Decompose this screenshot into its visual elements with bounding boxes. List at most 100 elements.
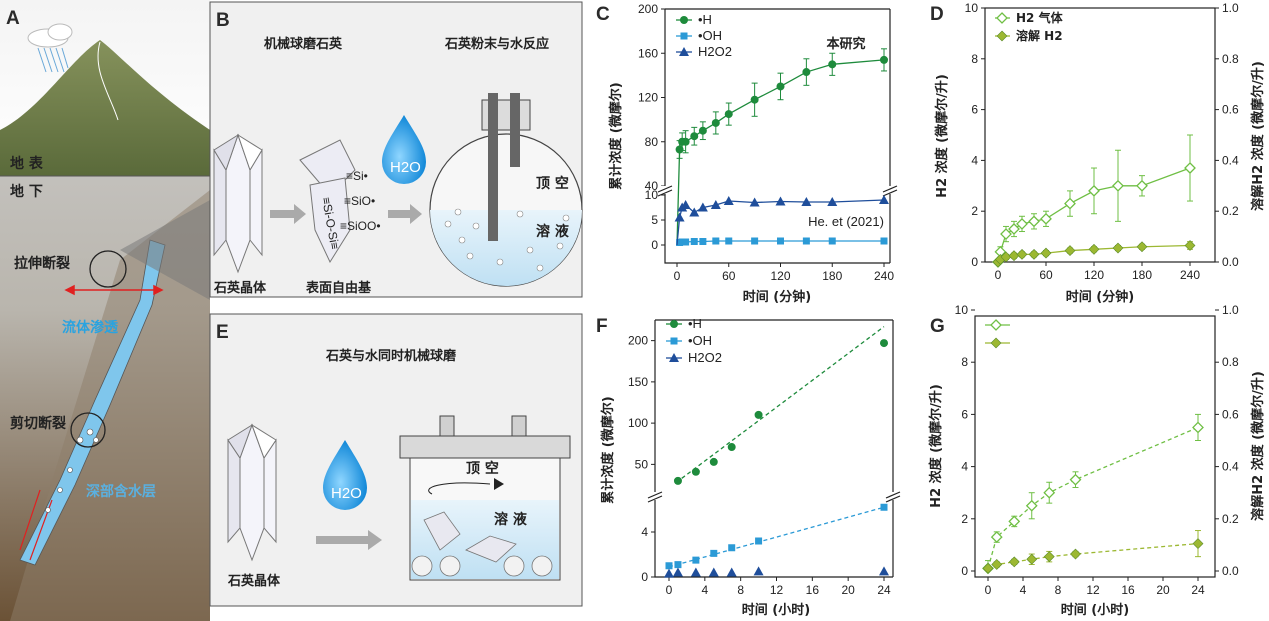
- c-legend-h2o2: H2O2: [676, 44, 732, 59]
- f-h-point-1: [691, 467, 700, 476]
- f-legend-h2o2-marker: [669, 353, 679, 362]
- c-ylabel: 累计浓度 (微摩尔): [608, 82, 624, 189]
- c-h2o2-point-7: [723, 196, 734, 205]
- d-y-ticklabel-5: 10: [965, 1, 979, 15]
- c-h-point-10: [802, 68, 811, 77]
- d-diss-point-5: [1028, 248, 1040, 260]
- f-ylabel: 累计浓度 (微摩尔): [600, 396, 616, 503]
- c-yupper-ticklabel-4: 200: [638, 2, 658, 16]
- shear-fracture-label: 剪切断裂: [10, 415, 66, 432]
- c-h-point-5: [698, 126, 707, 135]
- d-x-ticklabel-0: 0: [995, 268, 1002, 282]
- f-break-left-a: [647, 491, 663, 499]
- c-ylower-ticklabel-1: 5: [651, 213, 658, 227]
- c-h2o2-point-3: [680, 200, 691, 209]
- b-arrow2-icon: [388, 204, 422, 224]
- g-legend-gas-marker: [990, 319, 1002, 331]
- c-yupper-ticklabel-2: 120: [638, 91, 658, 105]
- c-x-ticklabel-3: 180: [822, 269, 842, 283]
- f-h2o2-point-3: [708, 567, 719, 577]
- g-x-ticklabel-5: 20: [1156, 583, 1170, 597]
- d-y-ticklabel-1: 2: [971, 204, 978, 218]
- d-x-ticklabel-4: 240: [1180, 268, 1200, 282]
- c-h-point-6: [711, 118, 720, 127]
- f-x-ticklabel-1: 4: [701, 583, 708, 597]
- bubbles-icon: [45, 428, 99, 513]
- c-break-left: [657, 185, 673, 197]
- d-diss-point-6: [1040, 247, 1052, 259]
- g-y-ticklabel-1: 2: [961, 512, 968, 526]
- f-yupper-ticklabel-3: 200: [628, 334, 648, 348]
- c-legend-oh-label: •OH: [698, 28, 722, 43]
- b-title-right: 石英粉末与水反应: [444, 36, 549, 52]
- b-water-label: H2O: [390, 159, 421, 176]
- c-yupper-ticklabel-1: 80: [645, 135, 659, 149]
- f-x-ticklabel-3: 12: [770, 583, 784, 597]
- g-diss-point-1: [991, 559, 1003, 570]
- g-y2-ticklabel-3: 0.6: [1222, 407, 1239, 421]
- f-yupper-ticklabel-1: 100: [628, 416, 648, 430]
- f-x-ticklabel-0: 0: [666, 583, 673, 597]
- d-gas-point-7: [1064, 197, 1076, 210]
- c-oh-point-7: [725, 237, 733, 245]
- f-legend-h-marker: [670, 320, 678, 328]
- d-x-ticklabel-2: 120: [1084, 268, 1104, 282]
- g-xlabel: 时间 (小时): [1061, 602, 1129, 618]
- g-y-ticklabel-3: 6: [961, 407, 968, 421]
- panel-letter-d: D: [930, 4, 944, 25]
- f-yupper-ticklabel-2: 150: [628, 375, 648, 389]
- c-yupper-ticklabel-0: 40: [645, 179, 659, 193]
- mountain: [0, 40, 210, 176]
- c-h-point-7: [724, 110, 733, 119]
- c-x-ticklabel-4: 240: [874, 269, 894, 283]
- g-y-ticklabel-4: 8: [961, 355, 968, 369]
- f-break-right: [885, 491, 901, 503]
- e-quartz-crystal-icon: [227, 423, 277, 562]
- c-legend-oh-marker: [680, 32, 688, 40]
- c-oh-point-10: [802, 237, 810, 245]
- d-diss-point-11: [1184, 240, 1196, 251]
- f-x-ticklabel-4: 16: [806, 583, 820, 597]
- d-diss-point-8: [1088, 243, 1100, 255]
- g-series-diss-line: [987, 542, 1199, 569]
- b-solution-label: 溶 液: [536, 223, 570, 240]
- g-diss-point-5: [1070, 548, 1081, 560]
- panel-letter-a: A: [6, 8, 20, 29]
- g-frame: [974, 315, 1216, 578]
- cloud-icon: [27, 23, 73, 73]
- d-y-ticklabel-0: 0: [971, 255, 978, 269]
- c-x-ticklabel-1: 60: [722, 269, 736, 283]
- c-legend-oh: •OH: [676, 28, 722, 43]
- c-ylower-ticklabel-2: 10: [645, 188, 659, 202]
- f-h-point-0: [673, 476, 682, 485]
- e-solution-label: 溶 液: [494, 511, 528, 528]
- c-annot-lower: He. et (2021): [808, 214, 884, 229]
- d-diss-point-4: [1016, 248, 1028, 260]
- panel-letter-f: F: [596, 316, 608, 337]
- g-gas-point-3: [1025, 499, 1038, 512]
- c-break-right: [882, 185, 898, 197]
- c-h2o2-point-9: [775, 196, 786, 206]
- c-break-left-b: [657, 189, 673, 197]
- c-break-left-gap: [658, 186, 672, 194]
- d-diss-point-9: [1112, 242, 1124, 254]
- b-radical-label: 表面自由基: [305, 280, 372, 296]
- d-diss-point-3: [1008, 250, 1020, 262]
- c-h2o2-point-11: [827, 197, 838, 206]
- d-gas-point-6: [1040, 212, 1052, 225]
- f-legend-h2o2: H2O2: [666, 350, 722, 365]
- g-gas-point-1: [990, 531, 1003, 543]
- c-x-ticklabel-2: 120: [770, 269, 790, 283]
- b-title-left: 机械球磨石英: [264, 36, 343, 52]
- b-reaction-flask: [429, 93, 583, 287]
- c-oh-point-8: [751, 237, 759, 245]
- f-h2o2-point-1: [672, 567, 683, 577]
- g-gas-point-4: [1043, 486, 1056, 499]
- c-legend-h-marker: [680, 16, 688, 24]
- f-break-left-gap: [648, 492, 662, 500]
- d-gas-point-4: [1016, 217, 1028, 230]
- c-oh-point-3: [682, 238, 690, 246]
- f-legend-h2o2-label: H2O2: [688, 350, 722, 365]
- aquifer-channel: [19, 239, 166, 566]
